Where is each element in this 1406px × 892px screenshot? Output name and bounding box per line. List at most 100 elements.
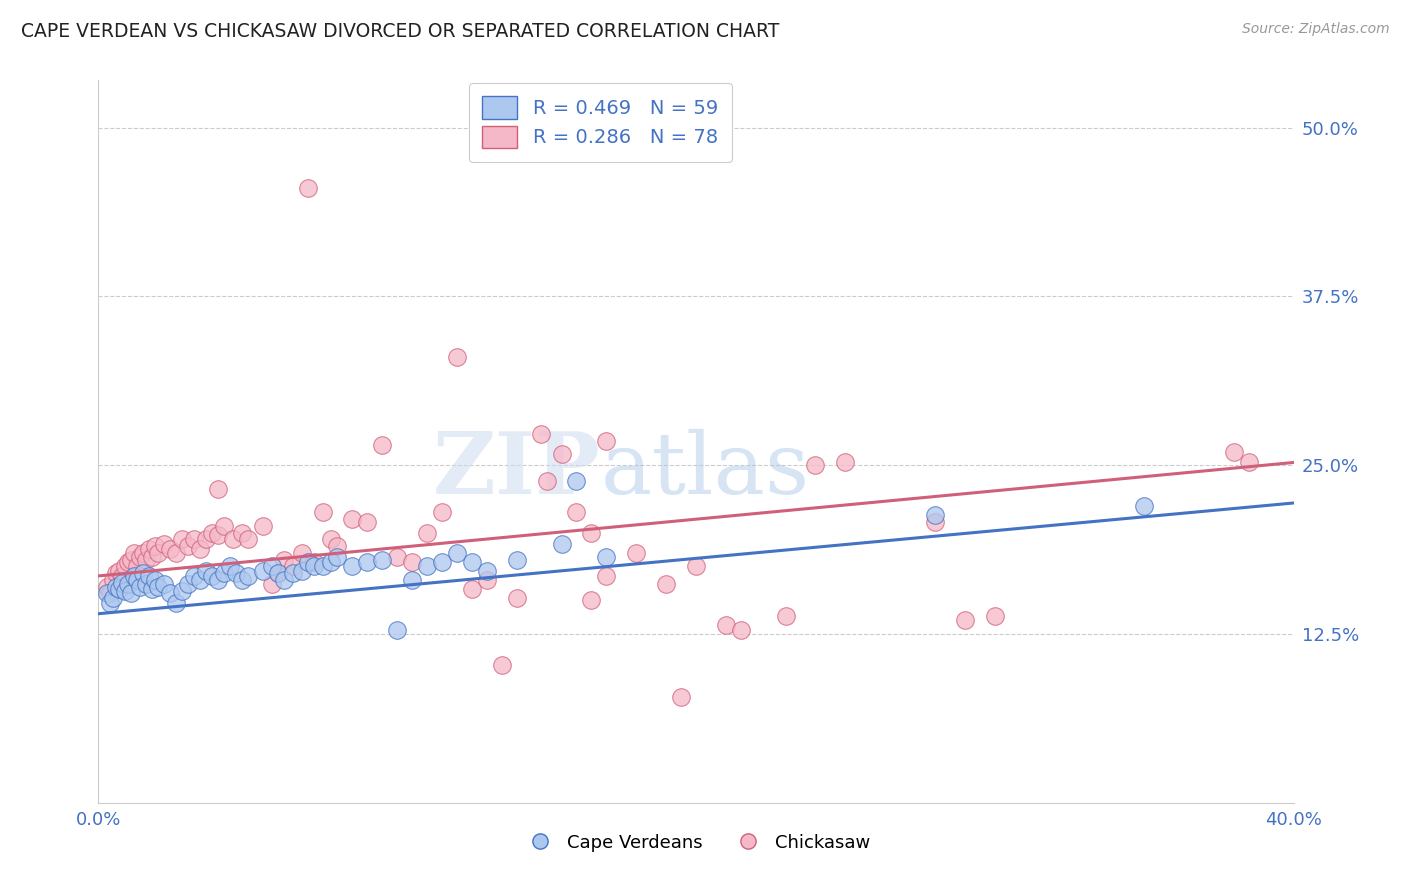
Point: [281, 559, 304, 574]
Point: [172, 583, 194, 598]
Point: [595, 549, 617, 564]
Text: ZIP: ZIP: [433, 428, 600, 512]
Point: [188, 573, 211, 587]
Point: [506, 552, 529, 566]
Point: [356, 556, 378, 570]
Point: [1237, 455, 1260, 469]
Point: [132, 546, 155, 560]
Point: [141, 582, 163, 597]
Point: [581, 593, 603, 607]
Point: [342, 559, 364, 574]
Point: [143, 573, 166, 587]
Text: CAPE VERDEAN VS CHICKASAW DIVORCED OR SEPARATED CORRELATION CHART: CAPE VERDEAN VS CHICKASAW DIVORCED OR SE…: [21, 22, 779, 41]
Point: [165, 546, 187, 560]
Point: [446, 350, 468, 364]
Point: [595, 434, 617, 448]
Point: [98, 586, 122, 600]
Point: [984, 609, 1007, 624]
Point: [311, 559, 333, 574]
Point: [297, 556, 319, 570]
Point: [924, 515, 946, 529]
Point: [302, 556, 325, 570]
Point: [143, 539, 166, 553]
Point: [114, 559, 136, 574]
Point: [311, 505, 333, 519]
Point: [491, 658, 513, 673]
Point: [730, 623, 752, 637]
Point: [111, 575, 134, 590]
Point: [1133, 499, 1156, 513]
Point: [565, 475, 588, 489]
Point: [141, 549, 163, 564]
Legend: Cape Verdeans, Chickasaw: Cape Verdeans, Chickasaw: [515, 826, 877, 859]
Point: [183, 533, 205, 547]
Point: [273, 573, 295, 587]
Point: [127, 559, 149, 574]
Point: [550, 536, 572, 550]
Point: [385, 623, 409, 637]
Point: [108, 564, 131, 578]
Point: [195, 564, 218, 578]
Point: [98, 596, 122, 610]
Point: [260, 559, 283, 574]
Point: [291, 564, 314, 578]
Point: [356, 515, 378, 529]
Point: [775, 609, 797, 624]
Point: [117, 577, 139, 591]
Point: [117, 556, 139, 570]
Point: [321, 556, 343, 570]
Point: [138, 569, 160, 583]
Point: [953, 614, 976, 628]
Point: [326, 539, 349, 553]
Point: [416, 525, 439, 540]
Point: [212, 566, 235, 581]
Point: [138, 541, 160, 556]
Point: [219, 559, 242, 574]
Point: [124, 569, 146, 583]
Point: [804, 458, 827, 472]
Point: [267, 566, 290, 581]
Point: [236, 569, 259, 583]
Point: [177, 539, 200, 553]
Point: [132, 566, 155, 581]
Point: [530, 427, 553, 442]
Point: [536, 475, 558, 489]
Point: [135, 552, 157, 566]
Point: [924, 508, 946, 523]
Point: [148, 546, 170, 560]
Point: [159, 586, 181, 600]
Point: [626, 546, 648, 560]
Point: [177, 577, 200, 591]
Point: [461, 582, 484, 597]
Point: [430, 505, 453, 519]
Point: [103, 591, 125, 605]
Point: [321, 533, 343, 547]
Point: [201, 525, 224, 540]
Point: [297, 181, 319, 195]
Point: [260, 577, 283, 591]
Point: [430, 556, 453, 570]
Point: [685, 559, 707, 574]
Point: [129, 580, 152, 594]
Point: [655, 577, 678, 591]
Point: [222, 533, 245, 547]
Point: [1223, 444, 1246, 458]
Point: [714, 617, 737, 632]
Point: [127, 573, 149, 587]
Point: [475, 573, 498, 587]
Point: [195, 533, 218, 547]
Point: [581, 525, 603, 540]
Point: [120, 586, 142, 600]
Point: [153, 577, 176, 591]
Point: [105, 566, 128, 581]
Point: [506, 591, 529, 605]
Point: [108, 582, 131, 597]
Point: [135, 577, 157, 591]
Point: [153, 536, 176, 550]
Point: [124, 546, 146, 560]
Point: [273, 552, 295, 566]
Point: [371, 552, 394, 566]
Point: [302, 559, 325, 574]
Point: [183, 569, 205, 583]
Point: [550, 447, 572, 461]
